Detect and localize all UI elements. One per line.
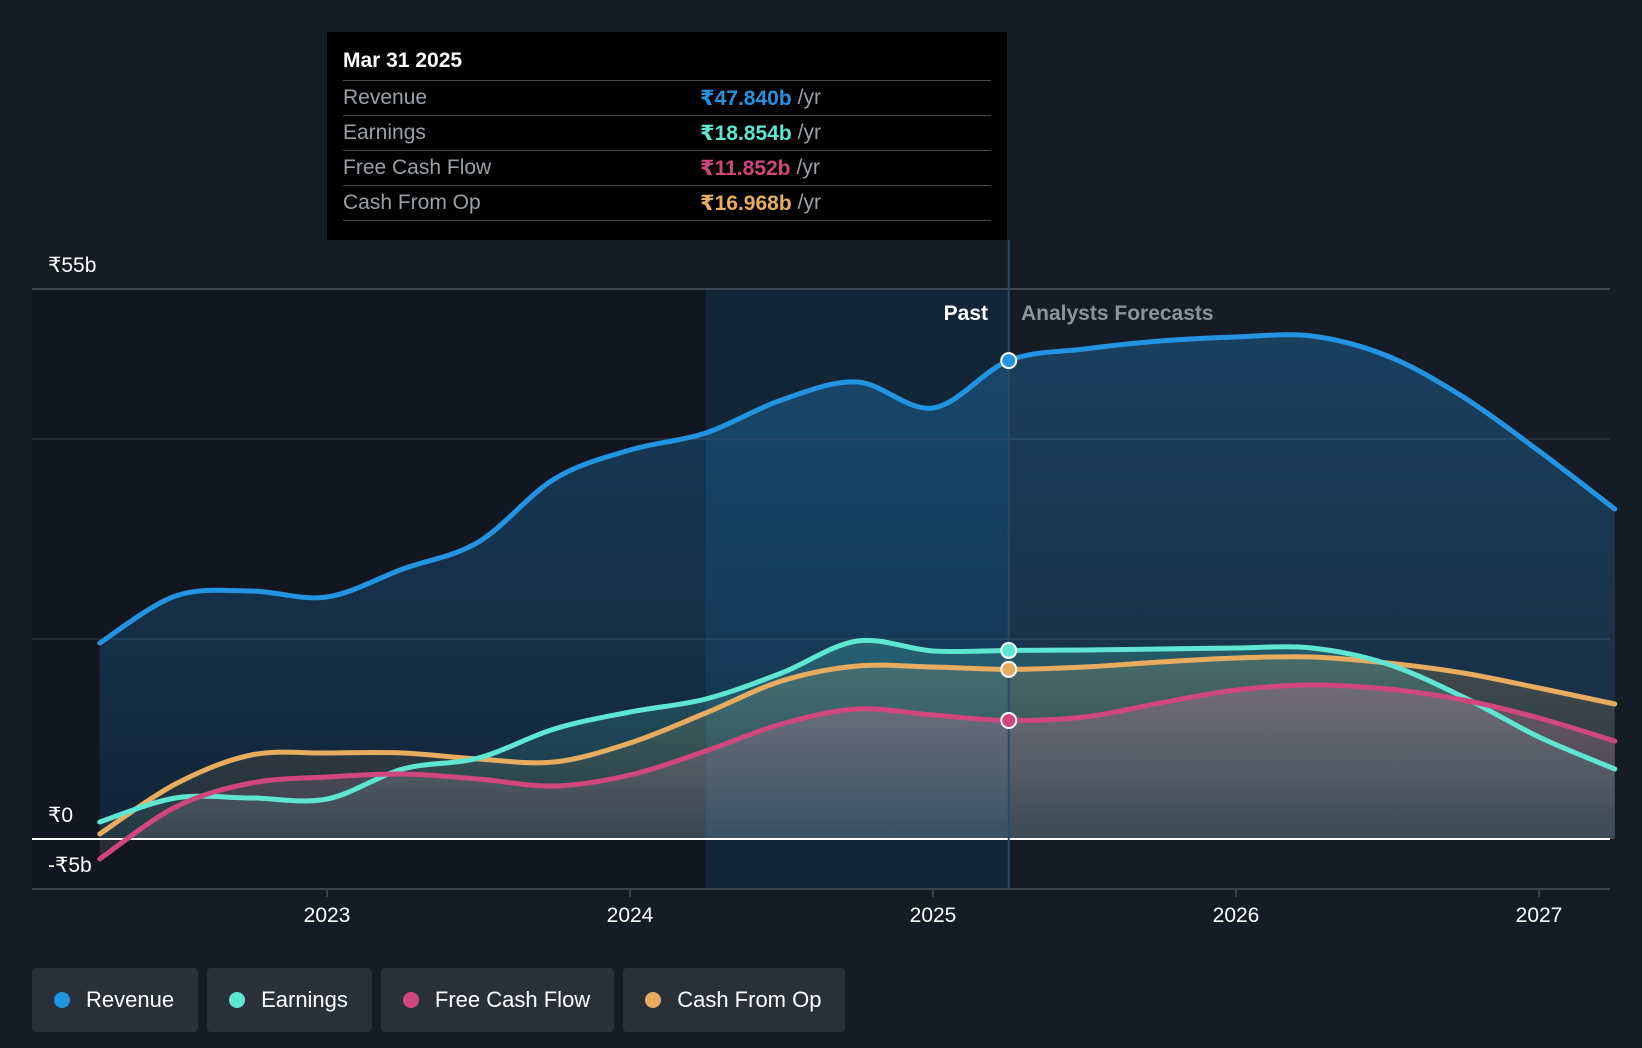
- legend-label: Cash From Op: [677, 987, 822, 1012]
- legend-item-earnings[interactable]: Earnings: [207, 968, 372, 1032]
- earnings-line: [97, 637, 1618, 825]
- tooltip-value: ₹18.854b: [700, 121, 792, 145]
- tooltip-value: ₹16.968b: [700, 191, 792, 215]
- tooltip: Mar 31 2025 Revenue ₹47.840b /yr Earning…: [327, 32, 1007, 240]
- free-cash-flow-marker: [1000, 711, 1018, 729]
- x-tick-label-2027: 2027: [1516, 904, 1563, 927]
- free-cash-flow-dot-icon: [402, 992, 419, 1008]
- revenue-marker: [1000, 352, 1018, 370]
- x-tick-label-2024: 2024: [607, 904, 654, 927]
- legend-item-revenue[interactable]: Revenue: [32, 968, 199, 1032]
- cash-from-op-line: [97, 654, 1618, 837]
- y-tick-label-zero: ₹0: [48, 804, 73, 827]
- x-tick-label-2025: 2025: [910, 904, 957, 927]
- tooltip-row-revenue: Revenue ₹47.840b /yr: [343, 80, 991, 115]
- y-tick-label-top: ₹55b: [48, 254, 96, 277]
- tooltip-value: ₹11.852b: [700, 156, 791, 180]
- earnings-dot-icon: [229, 992, 246, 1008]
- tooltip-row-earnings: Earnings ₹18.854b /yr: [343, 115, 991, 150]
- x-tick-label-2023: 2023: [304, 904, 351, 927]
- x-ticks: [326, 889, 1540, 897]
- legend: Revenue Earnings Free Cash Flow Cash Fro…: [32, 968, 846, 1032]
- y-tick-label-negative: -₹5b: [48, 854, 92, 877]
- tooltip-date: Mar 31 2025: [343, 49, 463, 72]
- tooltip-unit: /yr: [797, 121, 821, 144]
- cash-from-op-marker: [1000, 660, 1018, 678]
- free-cash-flow-area: [99, 684, 1615, 859]
- legend-item-cash-from-op[interactable]: Cash From Op: [623, 968, 846, 1032]
- tooltip-row-cash-from-op: Cash From Op ₹16.968b /yr: [343, 185, 991, 221]
- tooltip-unit: /yr: [797, 191, 821, 214]
- tooltip-unit: /yr: [797, 86, 821, 109]
- x-tick-label-2026: 2026: [1213, 904, 1260, 927]
- legend-item-free-cash-flow[interactable]: Free Cash Flow: [380, 968, 615, 1032]
- tooltip-value: ₹47.840b: [700, 86, 792, 110]
- tooltip-label: Cash From Op: [343, 191, 481, 214]
- forecast-label: Analysts Forecasts: [1021, 302, 1214, 325]
- tooltip-label: Revenue: [343, 86, 428, 109]
- tooltip-unit: /yr: [796, 156, 820, 179]
- free-cash-flow-line: [97, 682, 1618, 862]
- legend-label: Earnings: [261, 987, 348, 1012]
- tooltip-row-free-cash-flow: Free Cash Flow ₹11.852b /yr: [343, 150, 991, 185]
- revenue-dot-icon: [54, 992, 70, 1008]
- past-label: Past: [944, 302, 988, 325]
- tooltip-label: Earnings: [343, 121, 426, 144]
- revenue-line: [97, 332, 1618, 646]
- cash-from-op-dot-icon: [645, 992, 662, 1008]
- hover-markers: [1000, 352, 1018, 729]
- legend-label: Free Cash Flow: [434, 987, 591, 1012]
- legend-label: Revenue: [86, 987, 175, 1012]
- tooltip-label: Free Cash Flow: [343, 156, 492, 179]
- earnings-marker: [1000, 641, 1018, 659]
